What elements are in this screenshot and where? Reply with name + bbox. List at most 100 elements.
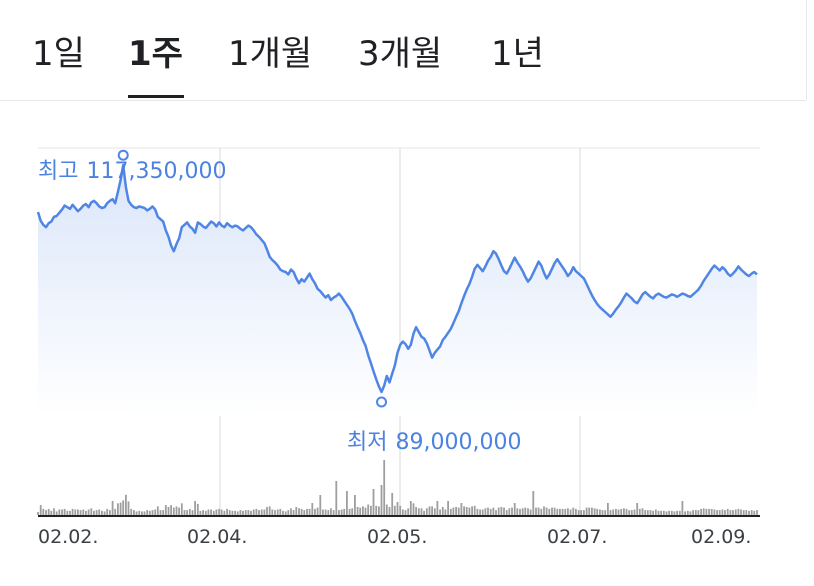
volume-bar xyxy=(130,508,133,515)
volume-bar xyxy=(258,510,260,515)
volume-bar xyxy=(276,509,279,515)
volume-bar xyxy=(519,508,521,515)
volume-bar xyxy=(756,510,758,515)
volume-bar xyxy=(316,507,319,515)
volume-bar xyxy=(180,503,183,516)
volume-bar xyxy=(513,503,516,515)
volume-bar xyxy=(164,505,167,515)
volume-bar xyxy=(404,510,407,515)
volume-bar xyxy=(133,510,135,515)
volume-bar xyxy=(159,510,162,515)
volume-bar xyxy=(697,510,700,515)
volume-bar xyxy=(90,508,93,516)
volume-bar xyxy=(148,510,151,516)
high-value: 117,350,000 xyxy=(86,159,226,184)
volume-bar xyxy=(702,508,705,516)
volume-bar xyxy=(495,510,497,515)
volume-bar xyxy=(183,510,186,515)
volume-bar xyxy=(303,510,306,515)
volume-bar xyxy=(274,510,276,515)
volume-bar xyxy=(260,509,263,515)
tab-1year[interactable]: 1년 xyxy=(491,34,544,74)
volume-bar xyxy=(615,508,617,515)
volume-bar xyxy=(362,506,364,515)
volume-bar xyxy=(646,510,649,515)
volume-bar xyxy=(559,508,561,515)
tab-1week[interactable]: 1주 xyxy=(128,34,183,74)
volume-bar xyxy=(417,508,420,516)
volume-bar xyxy=(191,510,194,515)
volume-bar xyxy=(668,510,670,516)
volume-bar xyxy=(93,510,95,516)
volume-bar xyxy=(662,510,665,516)
x-tick-label: 02.09. xyxy=(691,526,751,548)
volume-bar xyxy=(726,508,729,515)
volume-bar xyxy=(468,507,471,515)
volume-bar xyxy=(692,510,694,515)
x-tick-label: 02.07. xyxy=(547,526,607,548)
volume-bar xyxy=(708,508,710,515)
volume-bar xyxy=(58,509,61,515)
volume-bar xyxy=(415,507,417,515)
high-marker xyxy=(117,149,129,161)
volume-bar xyxy=(292,510,295,515)
volume-bar xyxy=(396,502,399,515)
volume-bar xyxy=(644,510,647,515)
volume-bar xyxy=(314,508,316,515)
x-tick-label: 02.02. xyxy=(38,526,98,548)
volume-bar xyxy=(284,511,287,515)
volume-bar xyxy=(508,508,511,516)
tab-1month[interactable]: 1개월 xyxy=(228,34,313,74)
volume-bar xyxy=(388,507,391,515)
volume-bar xyxy=(652,510,654,516)
volume-bar xyxy=(266,507,268,515)
volume-bar xyxy=(55,511,58,515)
volume-bar xyxy=(449,508,452,515)
volume-bar xyxy=(154,509,157,515)
volume-bar xyxy=(247,510,250,515)
volume-bar xyxy=(383,460,386,515)
low-label: 최저 xyxy=(347,430,387,455)
tab-3months[interactable]: 3개월 xyxy=(358,34,443,74)
volume-bar xyxy=(436,501,439,515)
volume-bar xyxy=(734,509,737,515)
tab-1day[interactable]: 1일 xyxy=(32,34,85,74)
volume-bar xyxy=(364,507,367,515)
price-chart[interactable]: 최고 117,350,000 최저 89,000,000 02.02. 02.04.… xyxy=(0,100,814,586)
volume-bar xyxy=(287,510,290,515)
volume-bar xyxy=(439,509,441,515)
volume-bar xyxy=(455,507,457,515)
volume-bar xyxy=(103,511,106,515)
volume-bar xyxy=(199,510,202,516)
volume-bar xyxy=(122,500,125,515)
volume-bar xyxy=(282,510,284,516)
volume-bar xyxy=(572,507,575,515)
volume-bar xyxy=(117,503,119,516)
volume-bar xyxy=(162,510,165,515)
volume-bar xyxy=(45,510,47,515)
volume-bar xyxy=(319,495,322,515)
volume-bar xyxy=(242,510,244,516)
volume-bar xyxy=(250,510,252,516)
volume-bar xyxy=(444,509,447,515)
price-area xyxy=(38,165,757,416)
volume-bar xyxy=(407,508,410,516)
volume-bar xyxy=(686,510,689,516)
volume-bar xyxy=(489,508,492,515)
low-value: 89,000,000 xyxy=(395,430,521,455)
volume-bar xyxy=(473,505,476,516)
volume-bar xyxy=(143,511,146,515)
volume-bar xyxy=(423,510,425,516)
volume-bar xyxy=(42,508,45,515)
volume-bar xyxy=(678,510,681,516)
volume-bar xyxy=(705,508,708,515)
volume-bar xyxy=(740,509,742,515)
volume-bar xyxy=(356,507,359,515)
volume-bar xyxy=(476,508,479,515)
volume-bar xyxy=(710,508,713,515)
volume-bar xyxy=(609,510,612,515)
volume-bar xyxy=(306,508,308,515)
volume-bar xyxy=(298,508,300,516)
volume-bar xyxy=(37,512,39,515)
volume-bar xyxy=(665,511,668,515)
